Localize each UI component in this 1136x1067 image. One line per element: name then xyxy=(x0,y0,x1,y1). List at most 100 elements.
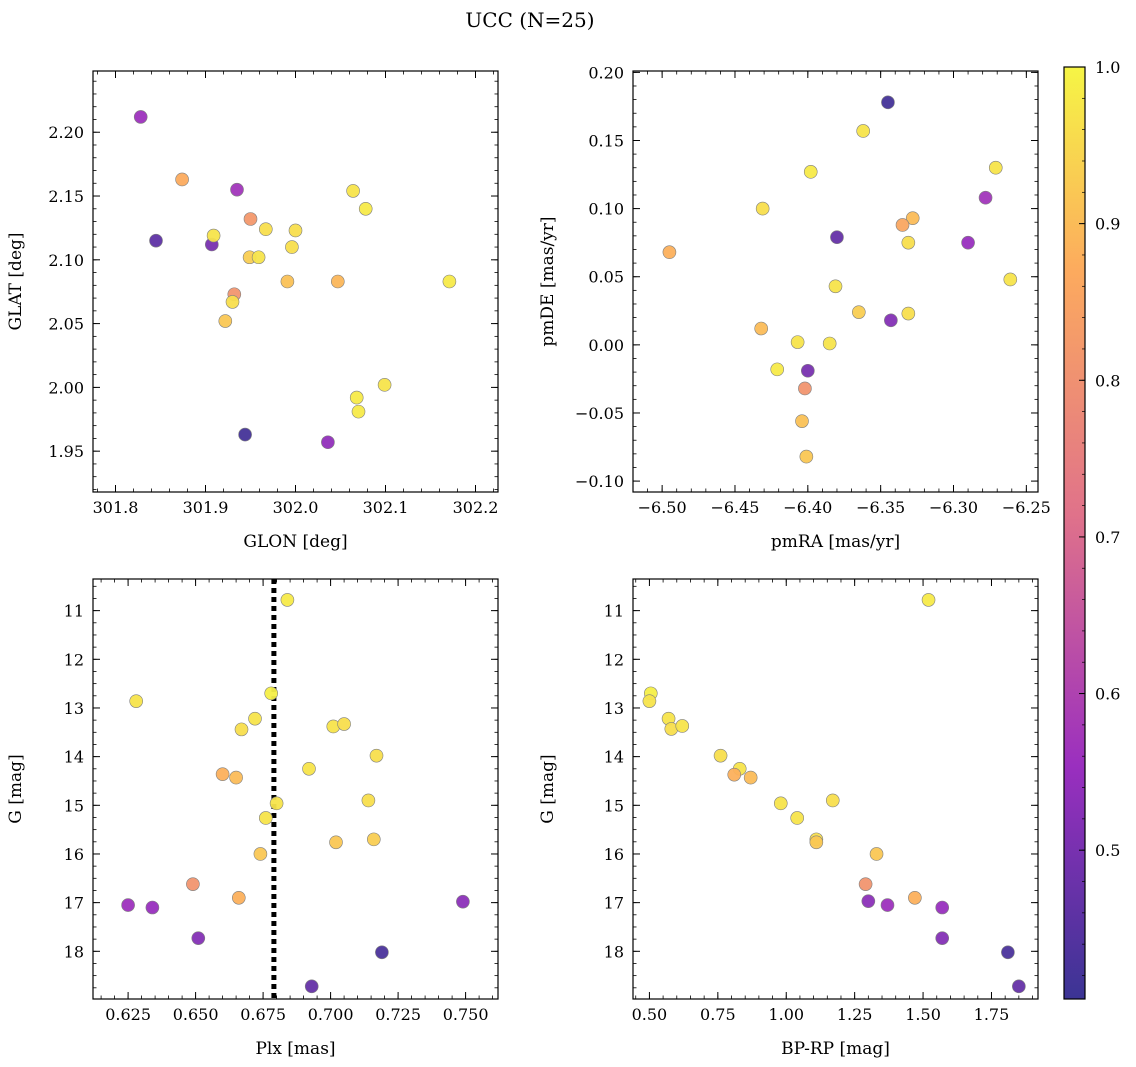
scatter-point xyxy=(895,218,910,232)
scatter-point xyxy=(884,313,898,328)
x-tick-label: 1.25 xyxy=(837,1005,873,1024)
y-tick-label: 15 xyxy=(604,796,624,815)
scatter-point xyxy=(215,767,230,781)
scatter-point xyxy=(803,165,818,179)
y-tick-label: 2.00 xyxy=(48,378,84,397)
scatter-point xyxy=(801,363,815,378)
scatter-point xyxy=(856,124,870,138)
scatter-point xyxy=(149,233,163,248)
scatter-point xyxy=(790,811,804,825)
x-axis-label: Plx [mas] xyxy=(255,1039,335,1059)
colorbar: 0.5 0.6 0.7 0.8 0.9 1.0 xyxy=(1063,58,1120,1000)
x-tick-label: 1.00 xyxy=(768,1005,804,1024)
scatter-point xyxy=(1001,945,1015,960)
y-tick-label: 11 xyxy=(604,602,624,621)
scatter-point xyxy=(456,894,470,909)
colorbar-tick-label: 0.6 xyxy=(1095,685,1120,704)
y-axis-label: GLAT [deg] xyxy=(6,232,26,330)
scatter-point xyxy=(880,898,895,912)
scatter-point xyxy=(935,900,950,915)
x-tick-label: 302.1 xyxy=(363,498,409,517)
scatter-point xyxy=(321,435,335,450)
y-tick-label: 17 xyxy=(604,894,624,913)
scatter-point xyxy=(358,201,373,216)
scatter-point xyxy=(830,230,844,245)
y-tick-label: 13 xyxy=(604,699,624,718)
y-tick-label: 0.00 xyxy=(588,336,624,355)
y-tick-label: 0.10 xyxy=(588,200,624,219)
scatter-point xyxy=(743,770,758,785)
scatter-point xyxy=(230,182,244,197)
scatter-point xyxy=(225,295,240,309)
scatter-point xyxy=(798,381,812,396)
scatter-point xyxy=(754,321,769,336)
scatter-point xyxy=(285,240,299,254)
scatter-point xyxy=(269,796,284,811)
scatter-point xyxy=(351,404,366,419)
x-tick-label: −6.30 xyxy=(929,498,978,517)
y-tick-label: 18 xyxy=(64,942,84,961)
scatter-point xyxy=(369,748,384,763)
scatter-panel-bottom-right: 0.50 0.75 1.00 1.25 1.50 1.75 11 12 13 14 15 16 17 18… xyxy=(538,578,1039,1059)
axes-frame xyxy=(92,70,499,493)
scatter-point xyxy=(858,877,873,891)
scatter-point xyxy=(191,931,206,945)
y-tick-label: 16 xyxy=(64,845,84,864)
scatter-points xyxy=(642,593,1026,994)
y-tick-label: 11 xyxy=(64,602,84,621)
scatter-point xyxy=(662,245,677,260)
scatter-point xyxy=(921,593,936,607)
scatter-point xyxy=(264,686,279,701)
scatter-point xyxy=(251,250,266,265)
scatter-panel-top-right: −6.50 −6.45 −6.40 −6.35 −6.30 −6.25 −0.10 −0.05… xyxy=(538,63,1051,552)
y-tick-label: −0.05 xyxy=(575,404,624,423)
scatter-point xyxy=(186,877,200,891)
y-tick-label: −0.10 xyxy=(575,472,624,491)
y-tick-label: 2.05 xyxy=(48,315,84,334)
x-tick-label: 0.675 xyxy=(240,1005,286,1024)
scatter-point xyxy=(145,900,160,915)
scatter-point xyxy=(881,95,895,110)
axes-frame xyxy=(632,578,1039,1000)
scatter-point xyxy=(206,228,221,243)
x-tick-label: 0.50 xyxy=(632,1005,668,1024)
scatter-point xyxy=(366,832,381,847)
scatter-point xyxy=(280,274,295,289)
y-axis-label: G [mag] xyxy=(6,754,26,823)
y-tick-label: 15 xyxy=(64,796,84,815)
scatter-point xyxy=(175,172,189,187)
x-axis-label: pmRA [mas/yr] xyxy=(771,532,900,552)
scatter-point xyxy=(755,201,770,216)
scatter-point xyxy=(852,305,866,319)
x-tick-label: 301.8 xyxy=(93,498,139,517)
scatter-point xyxy=(935,931,950,945)
x-tick-label: 0.625 xyxy=(105,1005,151,1024)
y-tick-label: 14 xyxy=(604,748,624,767)
x-tick-label: 301.9 xyxy=(183,498,229,517)
scatter-point xyxy=(243,212,258,226)
scatter-point xyxy=(905,211,920,225)
colorbar-tick-label: 0.8 xyxy=(1095,371,1120,390)
y-tick-label: 2.15 xyxy=(48,187,84,206)
x-tick-label: 0.750 xyxy=(443,1005,489,1024)
scatter-point xyxy=(377,378,392,392)
scatter-point xyxy=(346,184,360,198)
scatter-point xyxy=(218,314,233,328)
scatter-point xyxy=(232,890,246,905)
scatter-point xyxy=(302,762,316,776)
scatter-point xyxy=(121,898,135,912)
scatter-point xyxy=(361,793,376,808)
axes-frame xyxy=(92,578,499,1000)
scatter-point xyxy=(337,717,351,731)
y-axis-label: pmDE [mas/yr] xyxy=(538,216,558,346)
x-tick-label: 0.725 xyxy=(375,1005,421,1024)
x-tick-label: −6.40 xyxy=(783,498,832,517)
scatter-point xyxy=(280,593,295,607)
scatter-point xyxy=(790,335,805,349)
x-tick-label: 302.2 xyxy=(453,498,499,517)
scatter-point xyxy=(234,722,249,737)
scatter-point xyxy=(442,274,457,289)
scatter-point xyxy=(901,235,916,250)
scatter-point xyxy=(822,336,837,351)
